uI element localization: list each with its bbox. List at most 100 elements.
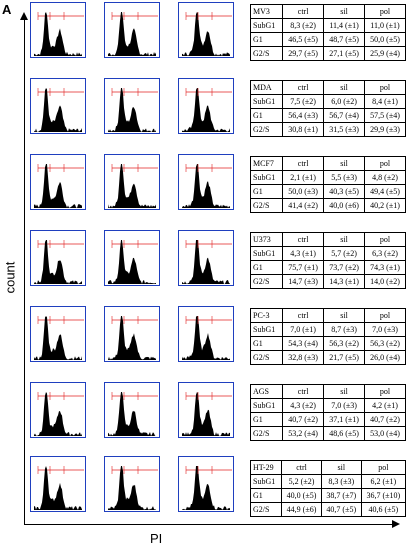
col-header: sil — [323, 308, 366, 323]
row-label: G1 — [249, 108, 284, 123]
histogram-sil — [104, 456, 160, 520]
row-label: G1 — [249, 336, 284, 351]
table-cell: 5,2 (±2) — [281, 474, 322, 489]
cell-line-name: MDA — [249, 80, 284, 95]
cell-line-name: PC-3 — [249, 308, 284, 323]
panel-letter: A — [2, 2, 12, 17]
histogram-area — [34, 240, 82, 284]
cell-line-name: AGS — [249, 384, 284, 399]
histogram-area — [34, 12, 82, 56]
histogram-area — [182, 12, 230, 56]
histogram-plot — [30, 230, 86, 286]
table-cell: 4,2 (±1) — [364, 398, 406, 413]
table-cell: 50,0 (±3) — [282, 184, 325, 199]
col-header: sil — [323, 384, 366, 399]
histogram-ctrl — [30, 306, 86, 370]
table-cell: 48,7 (±5) — [323, 32, 366, 47]
cell-line-name: MV3 — [249, 4, 284, 19]
table-cell: 53,2 (±4) — [282, 426, 325, 441]
histogram-area — [108, 466, 156, 510]
col-header: pol — [360, 460, 407, 475]
histogram-plot — [178, 456, 234, 512]
col-header: ctrl — [282, 384, 325, 399]
histogram-plot — [104, 230, 160, 286]
histogram-plot — [178, 154, 234, 210]
histogram-area — [182, 466, 230, 510]
col-header: sil — [323, 80, 366, 95]
histogram-plot — [104, 456, 160, 512]
table-cell: 40,6 (±5) — [360, 502, 407, 517]
y-axis-arrowhead — [20, 12, 28, 20]
col-header: ctrl — [282, 232, 325, 247]
col-header: pol — [364, 384, 406, 399]
x-axis-label: PI — [150, 531, 163, 546]
table-cell: 40,7 (±2) — [364, 412, 406, 427]
table-cell: 31,5 (±3) — [323, 122, 366, 137]
row-label: G2/S — [249, 426, 284, 441]
histogram-area — [182, 88, 230, 132]
histogram-ctrl — [30, 2, 86, 66]
col-header: ctrl — [282, 4, 325, 19]
table-cell: 4,3 (±1) — [282, 246, 325, 261]
histogram-pol — [178, 382, 234, 446]
histogram-ctrl — [30, 456, 86, 520]
col-header: sil — [323, 4, 366, 19]
row-group-pc3: PC-3 ctrl sil pol SubG1 7,0 (±1) 8,7 (±3) 7,0 … — [0, 306, 412, 382]
histogram-sil — [104, 78, 160, 142]
table-cell: 11,0 (±1) — [364, 18, 406, 33]
table-cell: 6,0 (±2) — [323, 94, 366, 109]
histogram-pol — [178, 456, 234, 520]
col-header: pol — [364, 80, 406, 95]
histogram-plot — [104, 2, 160, 58]
row-group-mda: MDA ctrl sil pol SubG1 7,5 (±2) 6,0 (±2) 8,4 (… — [0, 78, 412, 154]
table-cell: 25,9 (±4) — [364, 46, 406, 61]
histogram-plot — [104, 154, 160, 210]
histogram-plot — [178, 78, 234, 134]
row-label: G2/S — [249, 274, 284, 289]
table-cell: 74,3 (±1) — [364, 260, 406, 275]
row-label: SubG1 — [249, 474, 283, 489]
histogram-area — [34, 466, 82, 510]
table-cell: 50,0 (±5) — [364, 32, 406, 47]
table-cell: 29,9 (±3) — [364, 122, 406, 137]
histogram-sil — [104, 154, 160, 218]
table-cell: 41,4 (±2) — [282, 198, 325, 213]
histogram-sil — [104, 382, 160, 446]
histogram-sil — [104, 230, 160, 294]
table-cell: 14,3 (±1) — [323, 274, 366, 289]
histogram-ctrl — [30, 382, 86, 446]
histogram-area — [108, 240, 156, 284]
cell-line-name: MCF7 — [249, 156, 284, 171]
table-cell: 4,3 (±2) — [282, 398, 325, 413]
plot-frame — [30, 382, 86, 438]
histogram-area — [108, 164, 156, 208]
col-header: sil — [323, 156, 366, 171]
cell-cycle-table: AGS ctrl sil pol SubG1 4,3 (±2) 7,0 (±3) 4,2 (… — [249, 384, 406, 441]
table-cell: 53,0 (±4) — [364, 426, 406, 441]
col-header: sil — [323, 232, 366, 247]
histogram-plot — [30, 306, 86, 362]
histogram-plot — [178, 2, 234, 58]
row-group-mv3: MV3 ctrl sil pol SubG1 8,3 (±2) 11,4 (±1) 11,0… — [0, 2, 412, 78]
histogram-area — [108, 12, 156, 56]
table-cell: 8,4 (±1) — [364, 94, 406, 109]
histogram-plot — [104, 306, 160, 362]
col-header: ctrl — [282, 308, 325, 323]
histogram-pol — [178, 230, 234, 294]
table-cell: 7,0 (±3) — [323, 398, 366, 413]
histogram-plot — [30, 456, 86, 512]
histogram-pol — [178, 306, 234, 370]
row-group-ags: AGS ctrl sil pol SubG1 4,3 (±2) 7,0 (±3) 4,2 (… — [0, 382, 412, 458]
table-cell: 40,0 (±5) — [281, 488, 322, 503]
plot-frame — [30, 306, 86, 362]
table-cell: 5,5 (±3) — [323, 170, 366, 185]
histogram-plot — [30, 2, 86, 58]
histogram-plot — [104, 382, 160, 438]
cell-cycle-table: MCF7 ctrl sil pol SubG1 2,1 (±1) 5,5 (±3) 4,8 … — [249, 156, 406, 213]
row-label: G2/S — [249, 350, 284, 365]
histogram-plot — [30, 78, 86, 134]
histogram-plot — [30, 154, 86, 210]
row-label: G1 — [249, 488, 283, 503]
histogram-area — [182, 392, 230, 436]
table-cell: 26,0 (±4) — [364, 350, 406, 365]
